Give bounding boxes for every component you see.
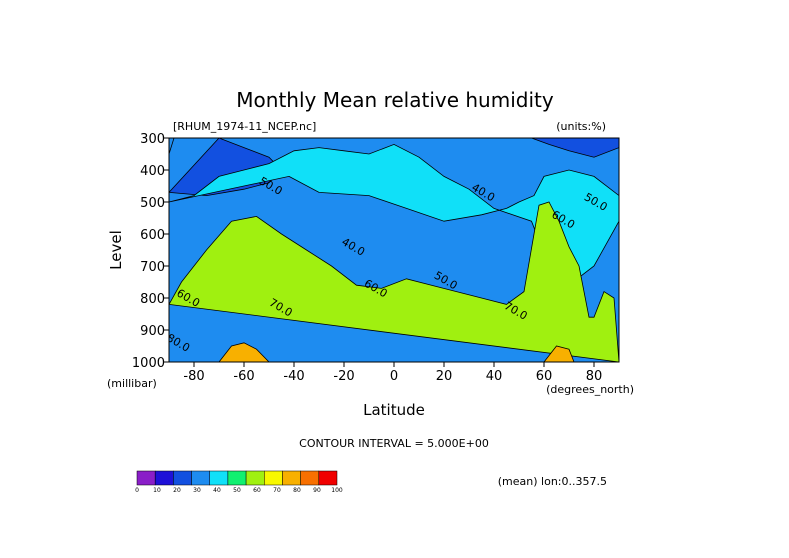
colorbar-tick-label: 90 (313, 487, 321, 494)
colorbar-tick-label: 60 (253, 487, 261, 494)
y-tick-label: 1000 (132, 356, 165, 371)
colorbar-swatch (191, 470, 210, 486)
colorbar-swatch (245, 470, 265, 486)
x-tick-label: -80 (183, 369, 204, 384)
x-tick-label: -20 (333, 369, 354, 384)
contour-band-80-5 (218, 342, 270, 362)
contour-band-80-6 (543, 345, 575, 362)
colorbar-swatch (227, 470, 247, 486)
y-tick-label: 900 (140, 324, 165, 339)
contour-band-20-2 (531, 138, 619, 158)
units-label: (units:%) (556, 120, 606, 133)
x-tick-label: 0 (390, 369, 398, 384)
contour-band-60-4 (169, 201, 619, 362)
x-tick-label: -60 (233, 369, 254, 384)
y-tick-label: 300 (140, 132, 165, 147)
contour-band-10-0 (169, 138, 175, 155)
y-tick-label: 800 (140, 292, 165, 307)
colorbar-swatch (154, 470, 174, 486)
x-tick-label: 40 (486, 369, 503, 384)
colorbar: 0 10 20 30 40 50 60 70 80 90 100 (135, 470, 343, 494)
y-tick-label: 500 (140, 196, 165, 211)
colorbar-tick-label: 50 (233, 487, 241, 494)
colorbar-tick-label: 20 (173, 487, 181, 494)
x-tick-label: -40 (283, 369, 304, 384)
y-tick-label: 600 (140, 228, 165, 243)
colorbar-tick-label: 40 (213, 487, 221, 494)
colorbar-swatch (300, 470, 320, 486)
colorbar-swatch (264, 470, 283, 486)
x-tick-label: 60 (536, 369, 553, 384)
colorbar-tick-label: 70 (273, 487, 281, 494)
colorbar-swatch (209, 470, 229, 486)
x-tick-label: 80 (586, 369, 603, 384)
y-tick-label: 700 (140, 260, 165, 275)
colorbar-tick-label: 30 (193, 487, 201, 494)
colorbar-swatch (282, 470, 301, 486)
y-tick-label: 400 (140, 164, 165, 179)
colorbar-swatch (173, 470, 192, 486)
colorbar-tick-label: 10 (153, 487, 161, 494)
contour-interval-label: CONTOUR INTERVAL = 5.000E+00 (299, 437, 489, 450)
x-axis-title: Latitude (363, 401, 425, 419)
colorbar-swatch (136, 470, 156, 486)
axes: -80 -60 -40 -20 0 20 40 60 80 300 400 500 600 700 800 9… (132, 132, 602, 384)
source-label: [RHUM_1974-11_NCEP.nc] (173, 120, 316, 133)
y-axis-unit: (millibar) (107, 377, 157, 390)
colorbar-tick-label: 100 (331, 487, 343, 494)
mean-label: (mean) lon:0..357.5 (498, 475, 607, 488)
y-axis-title: Level (107, 230, 125, 270)
x-axis-unit: (degrees_north) (546, 383, 634, 396)
plot-area: 50.0 40.060.050.040.050.060.060.0 70.0 70.0… (169, 138, 619, 362)
colorbar-tick-label: 80 (293, 487, 301, 494)
colorbar-tick-label: 0 (135, 487, 139, 494)
x-tick-label: 20 (436, 369, 453, 384)
contour-fills (169, 138, 619, 362)
colorbar-swatch (318, 470, 338, 486)
chart-title: Monthly Mean relative humidity (236, 88, 554, 112)
